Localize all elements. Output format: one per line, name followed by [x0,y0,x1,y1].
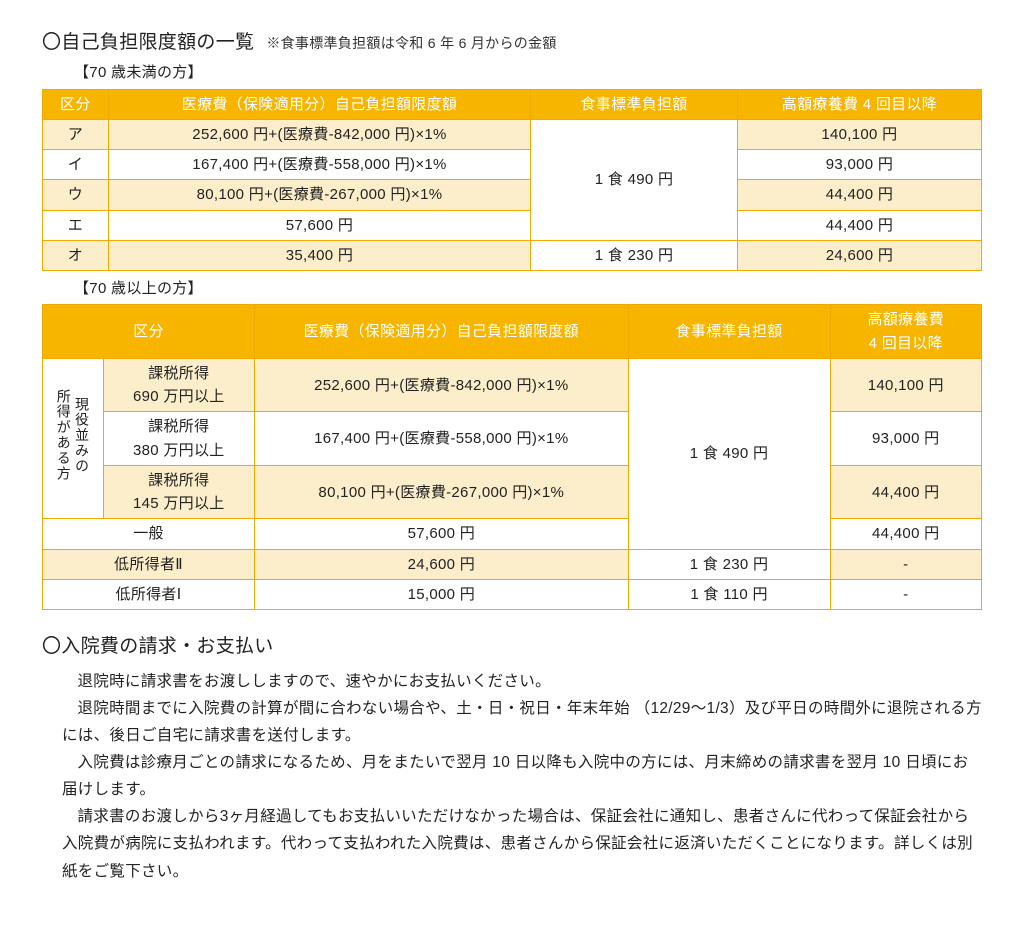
section1-heading: 〇自己負担限度額の一覧 ※食事標準負担額は令和 6 年 6 月からの金額 [42,28,982,57]
body-paragraph: 退院時に請求書をお渡ししますので、速やかにお支払いください。 [62,668,982,695]
table2-header-row: 区分医療費（保険適用分）自己負担額限度額食事標準負担額高額療養費4 回目以降 [43,305,982,359]
body-paragraph: 入院費は診療月ごとの請求になるため、月をまたいで翌月 10 日以降も入院中の方に… [62,749,982,803]
table2-header-cell: 高額療養費4 回目以降 [830,305,981,359]
medical-cost-cell: 35,400 円 [108,240,531,270]
meal-cost-cell: 1 食 110 円 [628,579,830,609]
high-cost-cell: - [830,579,981,609]
table-row: 一般57,600 円 44,400 円 [43,519,982,549]
table-row: ウ80,100 円+(医療費-267,000 円)×1% 44,400 円 [43,180,982,210]
category-cell: ウ [43,180,109,210]
category-cell: 低所得者Ⅱ [43,549,255,579]
section2-title: 〇入院費の請求・お支払い [42,632,982,661]
section1-title: 〇自己負担限度額の一覧 [42,28,254,57]
high-cost-cell: 44,400 円 [830,465,981,519]
table1-header-cell: 高額療養費 4 回目以降 [737,89,981,119]
table1-header-cell: 区分 [43,89,109,119]
medical-cost-cell: 57,600 円 [255,519,629,549]
category-cell: エ [43,210,109,240]
table-row: イ167,400 円+(医療費-558,000 円)×1% 93,000 円 [43,150,982,180]
sub-category-cell: 課税所得380 万円以上 [103,412,254,466]
high-cost-cell: 140,100 円 [830,358,981,412]
income-bracket-label-cell: 現役並みの所得がある方 [43,358,104,519]
medical-cost-cell: 80,100 円+(医療費-267,000 円)×1% [108,180,531,210]
medical-cost-cell: 252,600 円+(医療費-842,000 円)×1% [108,119,531,149]
category-cell: ア [43,119,109,149]
table1-header-cell: 食事標準負担額 [531,89,738,119]
table2-header-cell: 食事標準負担額 [628,305,830,359]
high-cost-cell: 44,400 円 [737,180,981,210]
medical-cost-cell: 15,000 円 [255,579,629,609]
high-cost-cell: 140,100 円 [737,119,981,149]
medical-cost-cell: 252,600 円+(医療費-842,000 円)×1% [255,358,629,412]
table-over70: 区分医療費（保険適用分）自己負担額限度額食事標準負担額高額療養費4 回目以降 現… [42,304,982,610]
medical-cost-cell: 167,400 円+(医療費-558,000 円)×1% [255,412,629,466]
medical-cost-cell: 167,400 円+(医療費-558,000 円)×1% [108,150,531,180]
section1-note: ※食事標準負担額は令和 6 年 6 月からの金額 [266,33,556,55]
meal-cost-cell: 1 食 490 円 [628,358,830,549]
high-cost-cell: 44,400 円 [830,519,981,549]
meal-cost-cell: 1 食 230 円 [531,240,738,270]
medical-cost-cell: 57,600 円 [108,210,531,240]
table-row: 低所得者Ⅰ15,000 円1 食 110 円- [43,579,982,609]
category-cell: イ [43,150,109,180]
table-row: 課税所得145 万円以上80,100 円+(医療費-267,000 円)×1% 4… [43,465,982,519]
category-cell: オ [43,240,109,270]
medical-cost-cell: 24,600 円 [255,549,629,579]
meal-cost-cell: 1 食 230 円 [628,549,830,579]
table1-caption: 【70 歳未満の方】 [74,61,982,84]
high-cost-cell: 44,400 円 [737,210,981,240]
high-cost-cell: 24,600 円 [737,240,981,270]
high-cost-cell: - [830,549,981,579]
sub-category-cell: 課税所得145 万円以上 [103,465,254,519]
body-paragraph: 請求書のお渡しから3ヶ月経過してもお支払いいただけなかった場合は、保証会社に通知… [62,803,982,884]
section2: 〇入院費の請求・お支払い 退院時に請求書をお渡ししますので、速やかにお支払いくだ… [42,632,982,884]
table2-header-cell: 区分 [43,305,255,359]
category-cell: 低所得者Ⅰ [43,579,255,609]
table-row: ア252,600 円+(医療費-842,000 円)×1%1 食 490 円14… [43,119,982,149]
table2-caption: 【70 歳以上の方】 [74,277,982,300]
table-row: オ35,400 円1 食 230 円24,600 円 [43,240,982,270]
meal-cost-cell: 1 食 490 円 [531,119,738,240]
table2-header-cell: 医療費（保険適用分）自己負担額限度額 [255,305,629,359]
body-paragraph: 退院時間までに入院費の計算が間に合わない場合や、土・日・祝日・年末年始 （12/… [62,695,982,749]
table1-header-row: 区分医療費（保険適用分）自己負担額限度額食事標準負担額高額療養費 4 回目以降 [43,89,982,119]
category-cell: 一般 [43,519,255,549]
table-row: 低所得者Ⅱ24,600 円1 食 230 円- [43,549,982,579]
sub-category-cell: 課税所得690 万円以上 [103,358,254,412]
table1-header-cell: 医療費（保険適用分）自己負担額限度額 [108,89,531,119]
table-under70: 区分医療費（保険適用分）自己負担額限度額食事標準負担額高額療養費 4 回目以降 … [42,89,982,272]
high-cost-cell: 93,000 円 [737,150,981,180]
table-row: エ57,600 円 44,400 円 [43,210,982,240]
table-row: 現役並みの所得がある方課税所得690 万円以上252,600 円+(医療費-84… [43,358,982,412]
table-row: 課税所得380 万円以上167,400 円+(医療費-558,000 円)×1%… [43,412,982,466]
medical-cost-cell: 80,100 円+(医療費-267,000 円)×1% [255,465,629,519]
high-cost-cell: 93,000 円 [830,412,981,466]
